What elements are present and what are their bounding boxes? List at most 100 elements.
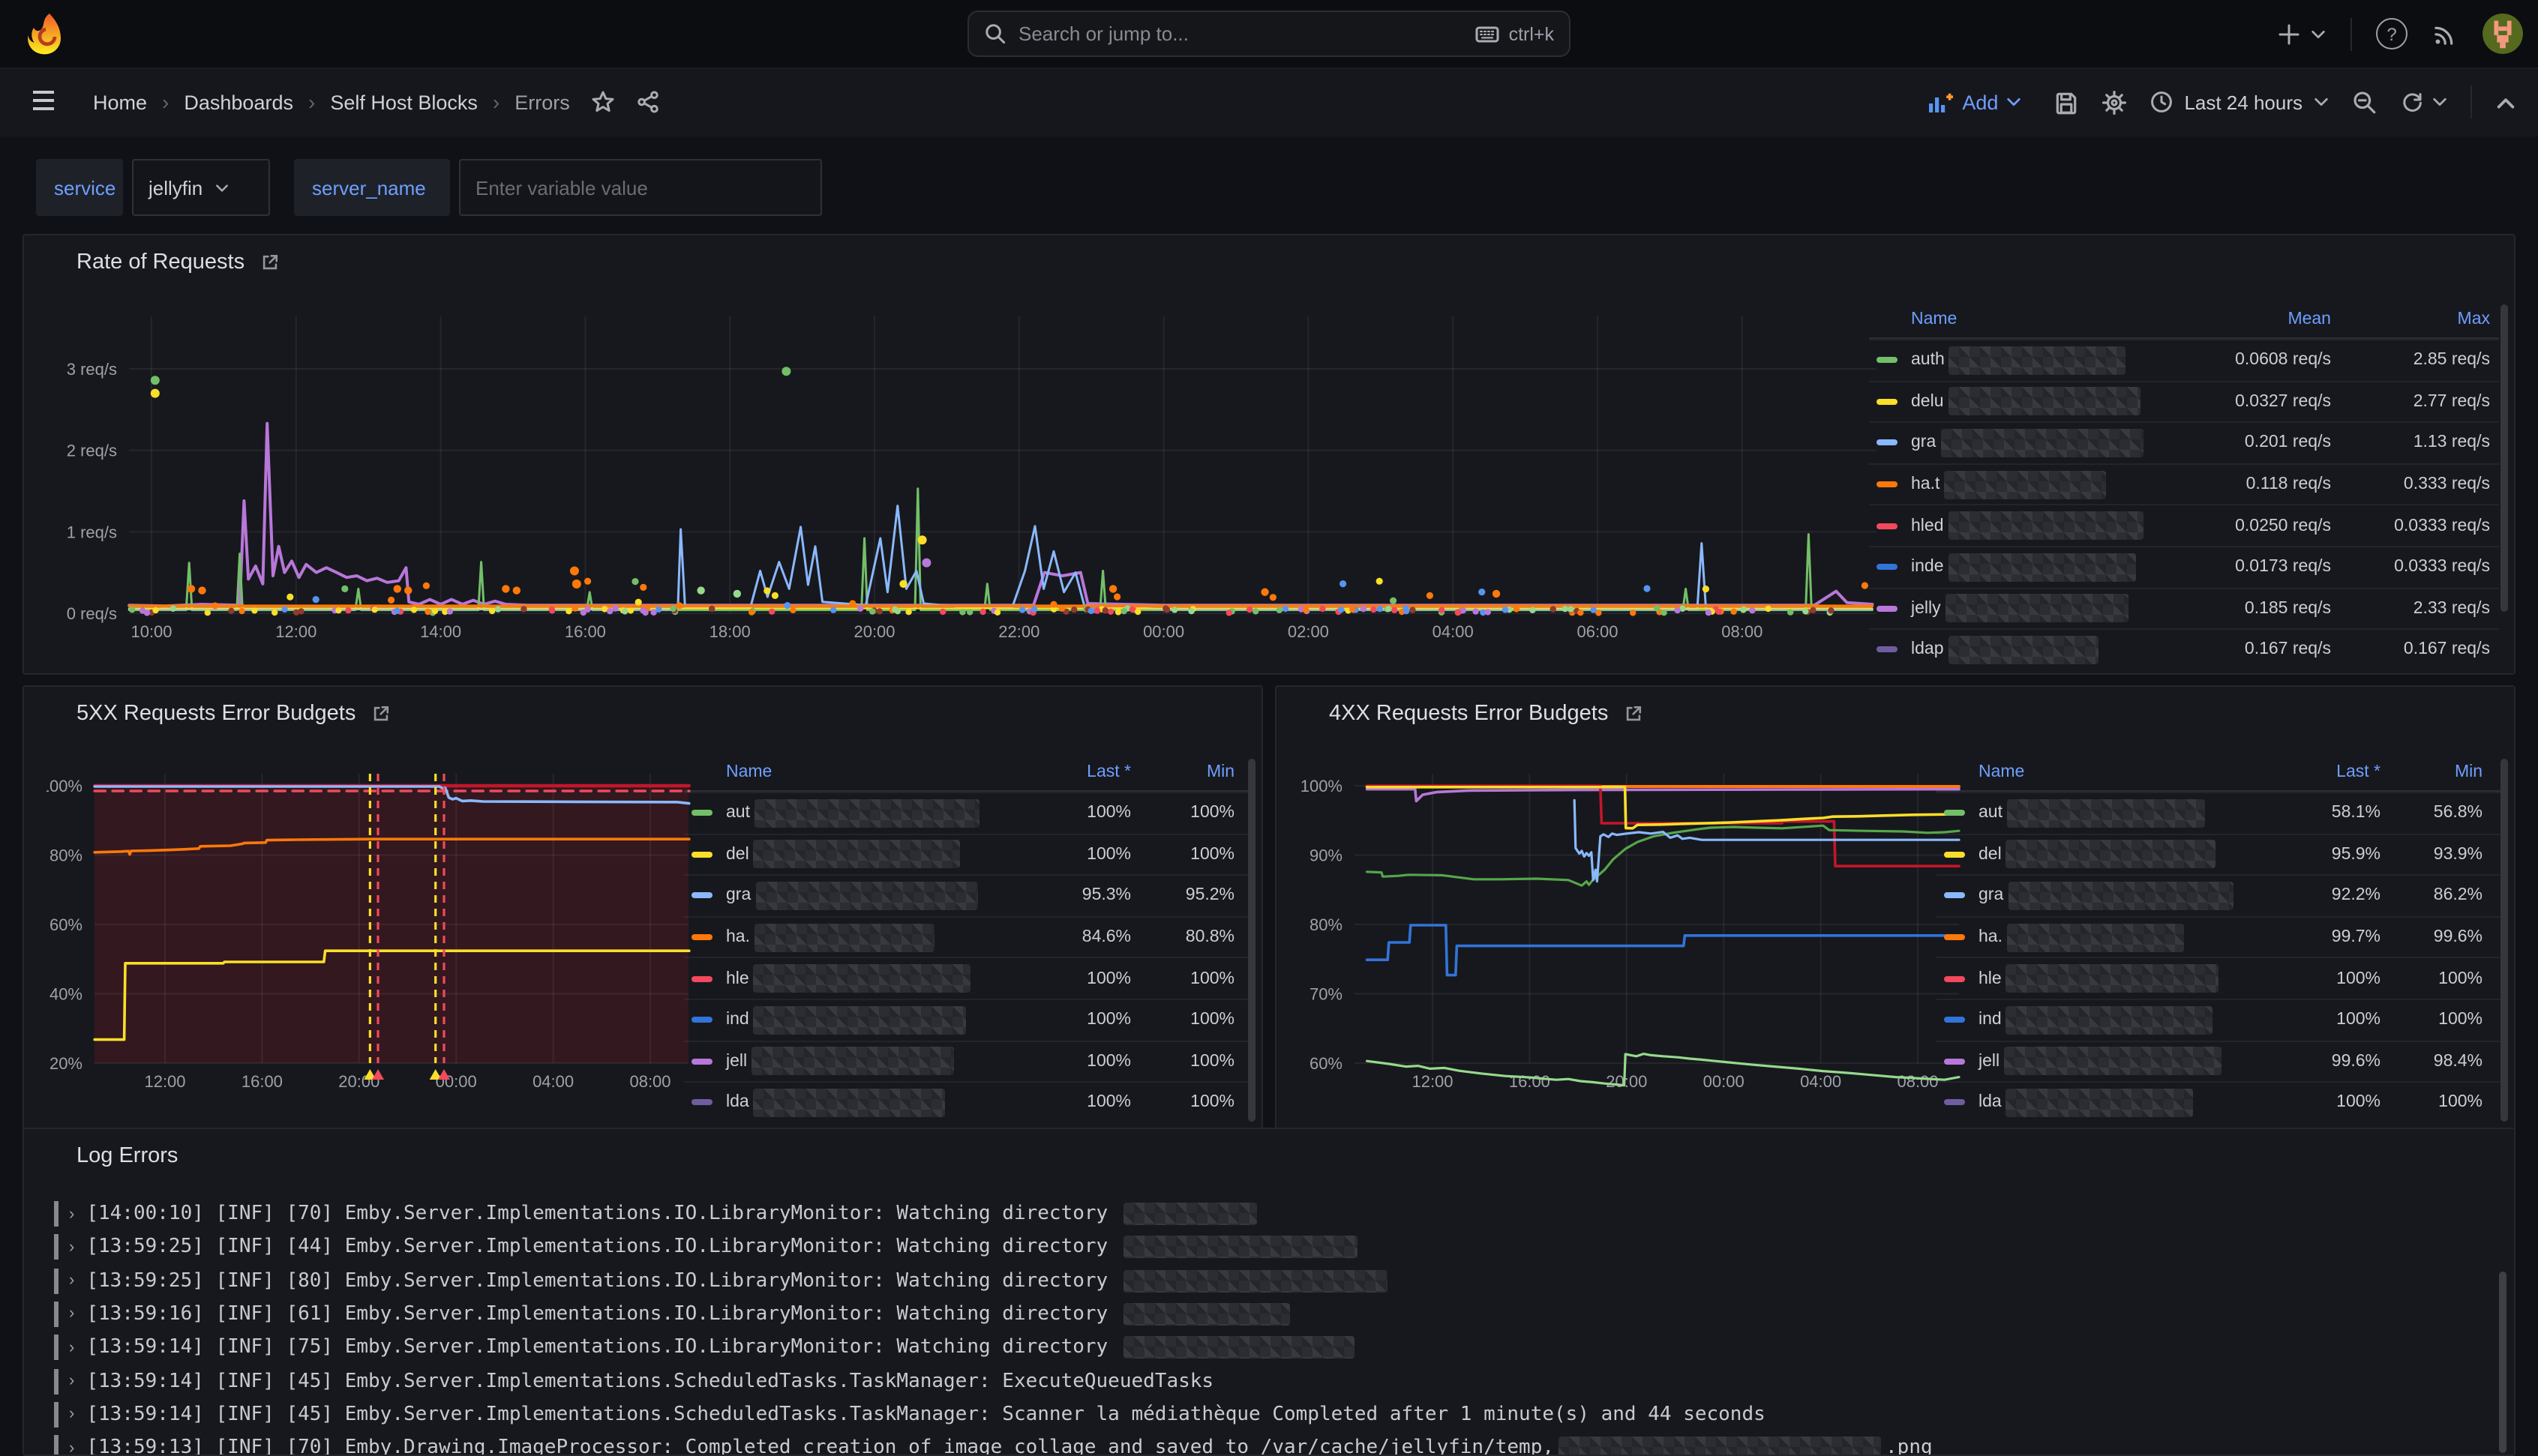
share-button[interactable] (636, 90, 660, 114)
series-color-marker[interactable] (692, 810, 712, 816)
series-name[interactable]: gra (1911, 429, 2143, 457)
external-link-icon[interactable] (260, 252, 280, 273)
series-color-marker[interactable] (1876, 399, 1898, 405)
log-line[interactable]: ›[13:59:14] [INF] [45] Emby.Server.Imple… (54, 1401, 1766, 1429)
series-name[interactable]: ind (726, 1006, 967, 1035)
log-line[interactable]: ›[13:59:25] [INF] [80] Emby.Server.Imple… (54, 1266, 1393, 1295)
panel-title[interactable]: 5XX Requests Error Budgets (76, 702, 392, 726)
new-button[interactable] (2277, 22, 2326, 46)
series-color-marker[interactable] (1876, 440, 1898, 446)
series-name[interactable]: ldap (1911, 636, 2098, 664)
series-name[interactable]: aut (1978, 799, 2205, 828)
series-color-marker[interactable] (1944, 810, 1965, 816)
log-line[interactable]: ›[13:59:25] [INF] [44] Emby.Server.Imple… (54, 1233, 1363, 1262)
variable-service-select[interactable]: jellyfin (132, 159, 270, 216)
refresh-button[interactable] (2400, 90, 2448, 114)
expand-chevron-icon[interactable]: › (69, 1406, 74, 1424)
expand-chevron-icon[interactable]: › (69, 1239, 74, 1257)
expand-chevron-icon[interactable]: › (69, 1205, 74, 1223)
breadcrumb-dashboards[interactable]: Dashboards (184, 91, 293, 113)
log-line[interactable]: ›[13:59:13] [INF] [70] Emby.Drawing.Imag… (54, 1434, 1933, 1456)
series-color-marker[interactable] (1944, 975, 1965, 981)
series-name[interactable]: ha. (1978, 923, 2184, 951)
series-name[interactable]: lda (1978, 1089, 2194, 1117)
series-color-marker[interactable] (1944, 852, 1965, 858)
series-name[interactable]: jelly (1911, 595, 2128, 623)
expand-chevron-icon[interactable]: › (69, 1439, 74, 1456)
breadcrumb-folder[interactable]: Self Host Blocks (330, 91, 478, 113)
rate-of-requests-chart[interactable]: 10:0012:0014:0016:0018:0020:0022:0000:00… (54, 295, 1906, 661)
expand-chevron-icon[interactable]: › (69, 1372, 74, 1390)
add-panel-button[interactable]: Add (1928, 91, 2022, 113)
log-scrollbar[interactable] (2499, 1272, 2506, 1453)
legend-header-v1[interactable]: Mean (2288, 310, 2331, 328)
save-dashboard-button[interactable] (2054, 89, 2079, 115)
series-name[interactable]: hled (1911, 511, 2144, 540)
zoom-out-time-button[interactable] (2352, 89, 2378, 115)
series-name[interactable]: ha. (726, 923, 934, 951)
menu-icon[interactable] (30, 88, 57, 112)
series-color-marker[interactable] (692, 934, 712, 940)
series-name[interactable]: hle (726, 964, 971, 993)
legend-header-name[interactable]: Name (1978, 763, 2024, 781)
legend-header-name[interactable]: Name (726, 763, 772, 781)
series-name[interactable]: ind (1978, 1006, 2213, 1035)
legend-scrollbar[interactable] (2500, 759, 2508, 1122)
series-color-marker[interactable] (1944, 1059, 1965, 1065)
series-color-marker[interactable] (692, 1100, 712, 1106)
news-button[interactable] (2432, 20, 2458, 47)
series-color-marker[interactable] (1876, 565, 1898, 571)
expand-chevron-icon[interactable]: › (69, 1305, 74, 1323)
grafana-logo-icon[interactable] (27, 12, 69, 55)
log-line[interactable]: ›[13:59:14] [INF] [45] Emby.Server.Imple… (54, 1367, 1214, 1395)
avatar[interactable] (2482, 13, 2523, 54)
legend-header-v1[interactable]: Last * (1087, 763, 1131, 781)
series-name[interactable]: del (1978, 840, 2216, 869)
favorite-button[interactable] (591, 90, 615, 114)
legend-header-v2[interactable]: Min (1207, 763, 1234, 781)
error-budget-5xx-chart[interactable]: 12:0016:0020:0000:0004:0008:00100%80%60%… (46, 759, 706, 1096)
panel-title[interactable]: Rate of Requests (76, 250, 280, 274)
series-color-marker[interactable] (1876, 606, 1898, 612)
series-name[interactable]: del (726, 840, 961, 869)
series-color-marker[interactable] (692, 852, 712, 858)
series-color-marker[interactable] (692, 975, 712, 981)
series-color-marker[interactable] (692, 1059, 712, 1065)
series-name[interactable]: delu (1911, 388, 2140, 416)
log-line[interactable]: ›[13:59:16] [INF] [61] Emby.Server.Imple… (54, 1300, 1295, 1329)
legend-header-v2[interactable]: Max (2458, 310, 2490, 328)
series-name[interactable]: auth (1911, 346, 2126, 375)
series-name[interactable]: hle (1978, 964, 2219, 993)
search-input[interactable]: Search or jump to... ctrl+k (968, 10, 1570, 57)
series-color-marker[interactable] (692, 893, 712, 899)
series-name[interactable]: jell (726, 1047, 954, 1076)
expand-chevron-icon[interactable]: › (69, 1338, 74, 1356)
series-name[interactable]: jell (1978, 1047, 2222, 1076)
series-color-marker[interactable] (1944, 1100, 1965, 1106)
legend-header-v1[interactable]: Last * (2336, 763, 2380, 781)
series-name[interactable]: ha.t (1911, 470, 2106, 499)
dashboard-settings-button[interactable] (2102, 89, 2127, 115)
series-color-marker[interactable] (1876, 358, 1898, 364)
series-name[interactable]: inde (1911, 553, 2136, 582)
variable-server-name-input[interactable] (459, 159, 822, 216)
series-color-marker[interactable] (1876, 647, 1898, 653)
series-color-marker[interactable] (1876, 523, 1898, 529)
panel-title[interactable]: Log Errors (76, 1144, 178, 1168)
series-color-marker[interactable] (1944, 893, 1965, 899)
legend-scrollbar[interactable] (1248, 759, 1256, 1122)
breadcrumb-home[interactable]: Home (93, 91, 147, 113)
log-line[interactable]: ›[14:00:10] [INF] [70] Emby.Server.Imple… (54, 1200, 1262, 1228)
series-color-marker[interactable] (1944, 1017, 1965, 1023)
series-color-marker[interactable] (1876, 481, 1898, 487)
series-name[interactable]: aut (726, 799, 980, 828)
external-link-icon[interactable] (370, 703, 392, 724)
expand-chevron-icon[interactable]: › (69, 1272, 74, 1290)
time-range-picker[interactable]: Last 24 hours (2150, 90, 2330, 114)
series-color-marker[interactable] (1944, 934, 1965, 940)
legend-header-name[interactable]: Name (1911, 310, 1957, 328)
error-budget-4xx-chart[interactable]: 12:0016:0020:0000:0004:0008:00100%90%80%… (1294, 759, 1970, 1096)
external-link-icon[interactable] (1623, 703, 1644, 724)
legend-scrollbar[interactable] (2500, 304, 2508, 612)
log-line[interactable]: ›[13:59:14] [INF] [75] Emby.Server.Imple… (54, 1333, 1360, 1362)
